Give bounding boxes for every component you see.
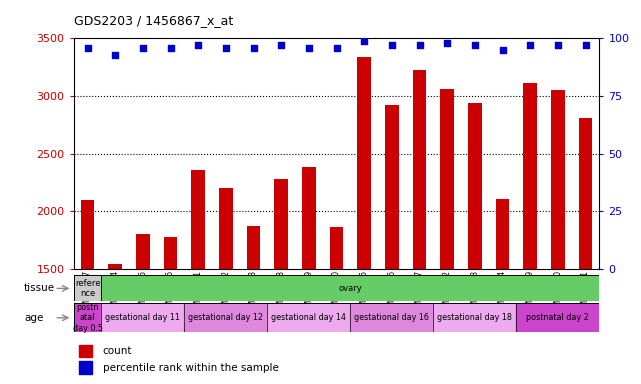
Point xyxy=(110,51,121,58)
Bar xyxy=(351,303,433,332)
Text: count: count xyxy=(103,346,132,356)
Bar xyxy=(101,303,185,332)
Point xyxy=(442,40,453,46)
Point xyxy=(580,42,590,48)
Bar xyxy=(302,167,316,384)
Bar xyxy=(517,303,599,332)
Text: GDS2203 / 1456867_x_at: GDS2203 / 1456867_x_at xyxy=(74,14,233,27)
Text: age: age xyxy=(24,313,44,323)
Bar xyxy=(357,57,371,384)
Bar xyxy=(274,179,288,384)
Point xyxy=(497,47,508,53)
Text: gestational day 11: gestational day 11 xyxy=(105,313,180,322)
Text: postn
atal
day 0.5: postn atal day 0.5 xyxy=(72,303,103,333)
Text: refere
nce: refere nce xyxy=(75,279,100,298)
Bar xyxy=(551,90,565,384)
Bar xyxy=(433,303,517,332)
Bar xyxy=(523,83,537,384)
Point xyxy=(331,45,342,51)
Point xyxy=(221,45,231,51)
Text: gestational day 18: gestational day 18 xyxy=(437,313,512,322)
Bar xyxy=(163,237,178,384)
Point xyxy=(304,45,314,51)
Bar xyxy=(267,303,351,332)
Bar xyxy=(74,275,101,301)
Point xyxy=(470,42,480,48)
Bar xyxy=(79,345,92,357)
Bar xyxy=(74,303,101,332)
Text: gestational day 16: gestational day 16 xyxy=(354,313,429,322)
Text: gestational day 14: gestational day 14 xyxy=(271,313,346,322)
Bar xyxy=(136,234,150,384)
Bar xyxy=(329,227,344,384)
Point xyxy=(359,38,369,44)
Point xyxy=(138,45,148,51)
Bar xyxy=(495,199,510,384)
Bar xyxy=(468,103,482,384)
Bar xyxy=(579,118,592,384)
Bar xyxy=(440,89,454,384)
Bar xyxy=(79,361,92,374)
Point xyxy=(276,42,287,48)
Bar xyxy=(191,170,205,384)
Point xyxy=(414,42,424,48)
Point xyxy=(193,42,203,48)
Bar xyxy=(247,226,260,384)
Text: ovary: ovary xyxy=(338,284,362,293)
Bar xyxy=(108,264,122,384)
Point xyxy=(387,42,397,48)
Bar xyxy=(81,200,94,384)
Point xyxy=(553,42,563,48)
Point xyxy=(525,42,535,48)
Bar xyxy=(413,70,426,384)
Bar xyxy=(219,188,233,384)
Text: tissue: tissue xyxy=(24,283,55,293)
Point xyxy=(249,45,259,51)
Point xyxy=(83,45,93,51)
Text: percentile rank within the sample: percentile rank within the sample xyxy=(103,362,278,373)
Text: postnatal day 2: postnatal day 2 xyxy=(526,313,589,322)
Point xyxy=(165,45,176,51)
Bar xyxy=(385,105,399,384)
Text: gestational day 12: gestational day 12 xyxy=(188,313,263,322)
Bar xyxy=(185,303,267,332)
